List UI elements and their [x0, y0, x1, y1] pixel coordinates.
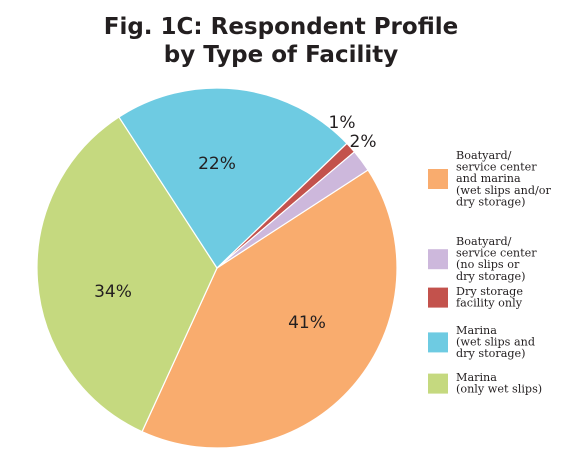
pie-slice-1 [36, 116, 218, 433]
legend-label-3: Marina (wet slips and dry storage) [456, 324, 535, 360]
slice-value-label-4: 2% [350, 132, 377, 152]
legend-entry-3: Marina (wet slips and dry storage) [428, 324, 535, 360]
pie-value-labels: 41% 34% 22% 1%2% [94, 113, 376, 333]
legend-entry-0: Boatyard/service center and marina (wet sl… [428, 149, 552, 208]
pie-slice-4 [216, 150, 369, 269]
slice-value-label-2: 22% [198, 154, 236, 174]
legend-swatch-4 [428, 373, 448, 394]
legend-swatch-1 [428, 249, 448, 270]
pie-slice-0 [141, 169, 398, 449]
chart-title-line-1: Fig. 1C: Respondent Profile [104, 14, 459, 40]
legend-label-4: Marina (only wet slips) [456, 371, 542, 396]
legend-entry-1: Boatyard/service center (no slips or dry s… [428, 235, 537, 283]
pie-slice-2 [118, 87, 348, 269]
legend-label-1: Boatyard/service center (no slips or dry s… [456, 235, 537, 283]
slice-value-label-1: 34% [94, 282, 132, 302]
legend-swatch-2 [428, 287, 448, 308]
legend-swatch-3 [428, 332, 448, 353]
legend-label-2: Dry storage facility only [456, 285, 523, 310]
slice-value-label-3: 1% [329, 113, 356, 133]
legend-swatch-0 [428, 169, 448, 189]
legend-entry-4: Marina (only wet slips) [428, 371, 542, 396]
pie-slices [36, 87, 398, 449]
chart-title-line-2: by Type of Facility [164, 42, 398, 68]
legend: Boatyard/service center and marina (wet sl… [428, 149, 552, 396]
legend-label-0: Boatyard/service center and marina (wet sl… [456, 149, 552, 208]
legend-entry-2: Dry storage facility only [428, 285, 523, 310]
slice-value-label-0: 41% [288, 313, 326, 333]
